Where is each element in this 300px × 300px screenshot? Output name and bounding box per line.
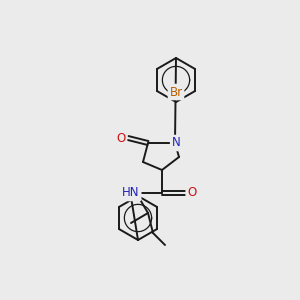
- Text: N: N: [172, 136, 180, 149]
- Text: O: O: [116, 131, 126, 145]
- Text: O: O: [188, 187, 196, 200]
- Text: HN: HN: [122, 187, 140, 200]
- Text: Br: Br: [169, 85, 183, 98]
